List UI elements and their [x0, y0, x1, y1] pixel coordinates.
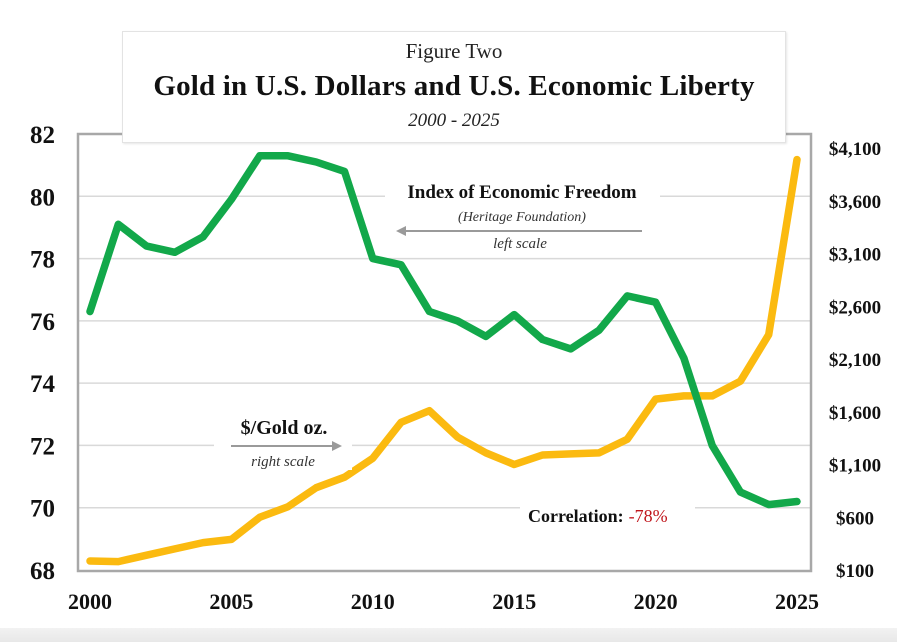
left-axis: 68 70 72 74 76 78 80 82	[30, 122, 56, 585]
gold-label-bg	[214, 438, 352, 470]
x-tick-label: 2005	[209, 589, 253, 614]
left-tick-label: 70	[30, 496, 55, 523]
freedom-source-note: (Heritage Foundation)	[458, 210, 586, 225]
right-tick-label: $3,600	[829, 192, 881, 213]
correlation-label-text: Correlation:	[528, 506, 624, 526]
freedom-index-line	[86, 152, 801, 509]
gold-annotation: $/Gold oz. right scale	[214, 417, 352, 470]
right-axis: $100 $600 $1,100 $1,600 $2,100 $2,600 $3,100 $3…	[829, 139, 881, 582]
gold-series-label: $/Gold oz.	[241, 417, 328, 439]
figure-label: Figure Two	[405, 39, 503, 63]
chart-title: Gold in U.S. Dollars and U.S. Economic L…	[153, 70, 755, 102]
x-tick-label: 2015	[492, 589, 536, 614]
freedom-series-label: Index of Economic Freedom	[407, 182, 636, 203]
gold-price-line	[86, 155, 801, 566]
left-tick-label: 68	[30, 558, 55, 585]
right-arrow-icon	[332, 441, 342, 451]
freedom-scale-note: left scale	[493, 236, 547, 252]
left-tick-label: 82	[30, 122, 55, 149]
freedom-annotation: Index of Economic Freedom (Heritage Foun…	[385, 178, 660, 252]
series-lines	[86, 152, 801, 566]
title-box: Figure Two Gold in U.S. Dollars and U.S.…	[122, 31, 786, 143]
right-tick-label: $2,600	[829, 297, 881, 318]
correlation-bg	[520, 503, 695, 529]
left-tick-label: 72	[30, 433, 55, 460]
correlation-label: Correlation: -78%	[528, 506, 668, 526]
left-tick-label: 74	[30, 371, 56, 398]
x-axis: 2000 2005 2010 2015 2020 2025	[68, 589, 819, 614]
right-tick-label: $2,100	[829, 350, 881, 371]
x-tick-label: 2025	[775, 589, 819, 614]
left-tick-label: 78	[30, 247, 55, 274]
right-tick-label: $600	[836, 508, 874, 529]
right-tick-label: $1,100	[829, 456, 881, 477]
x-tick-label: 2000	[68, 589, 112, 614]
freedom-label-bg	[385, 178, 660, 204]
left-arrow-icon	[396, 226, 406, 236]
left-tick-label: 80	[30, 184, 55, 211]
x-tick-label: 2020	[634, 589, 678, 614]
right-tick-label: $100	[836, 561, 874, 582]
bottom-band	[0, 628, 897, 642]
left-tick-label: 76	[30, 309, 55, 336]
correlation-annotation: Correlation: -78%	[520, 503, 695, 529]
gold-scale-note: right scale	[251, 454, 315, 470]
correlation-value: -78%	[629, 506, 668, 526]
right-tick-label: $3,100	[829, 245, 881, 266]
x-tick-label: 2010	[351, 589, 395, 614]
right-tick-label: $4,100	[829, 139, 881, 160]
right-tick-label: $1,600	[829, 403, 881, 424]
chart-subtitle: 2000 - 2025	[408, 110, 500, 131]
